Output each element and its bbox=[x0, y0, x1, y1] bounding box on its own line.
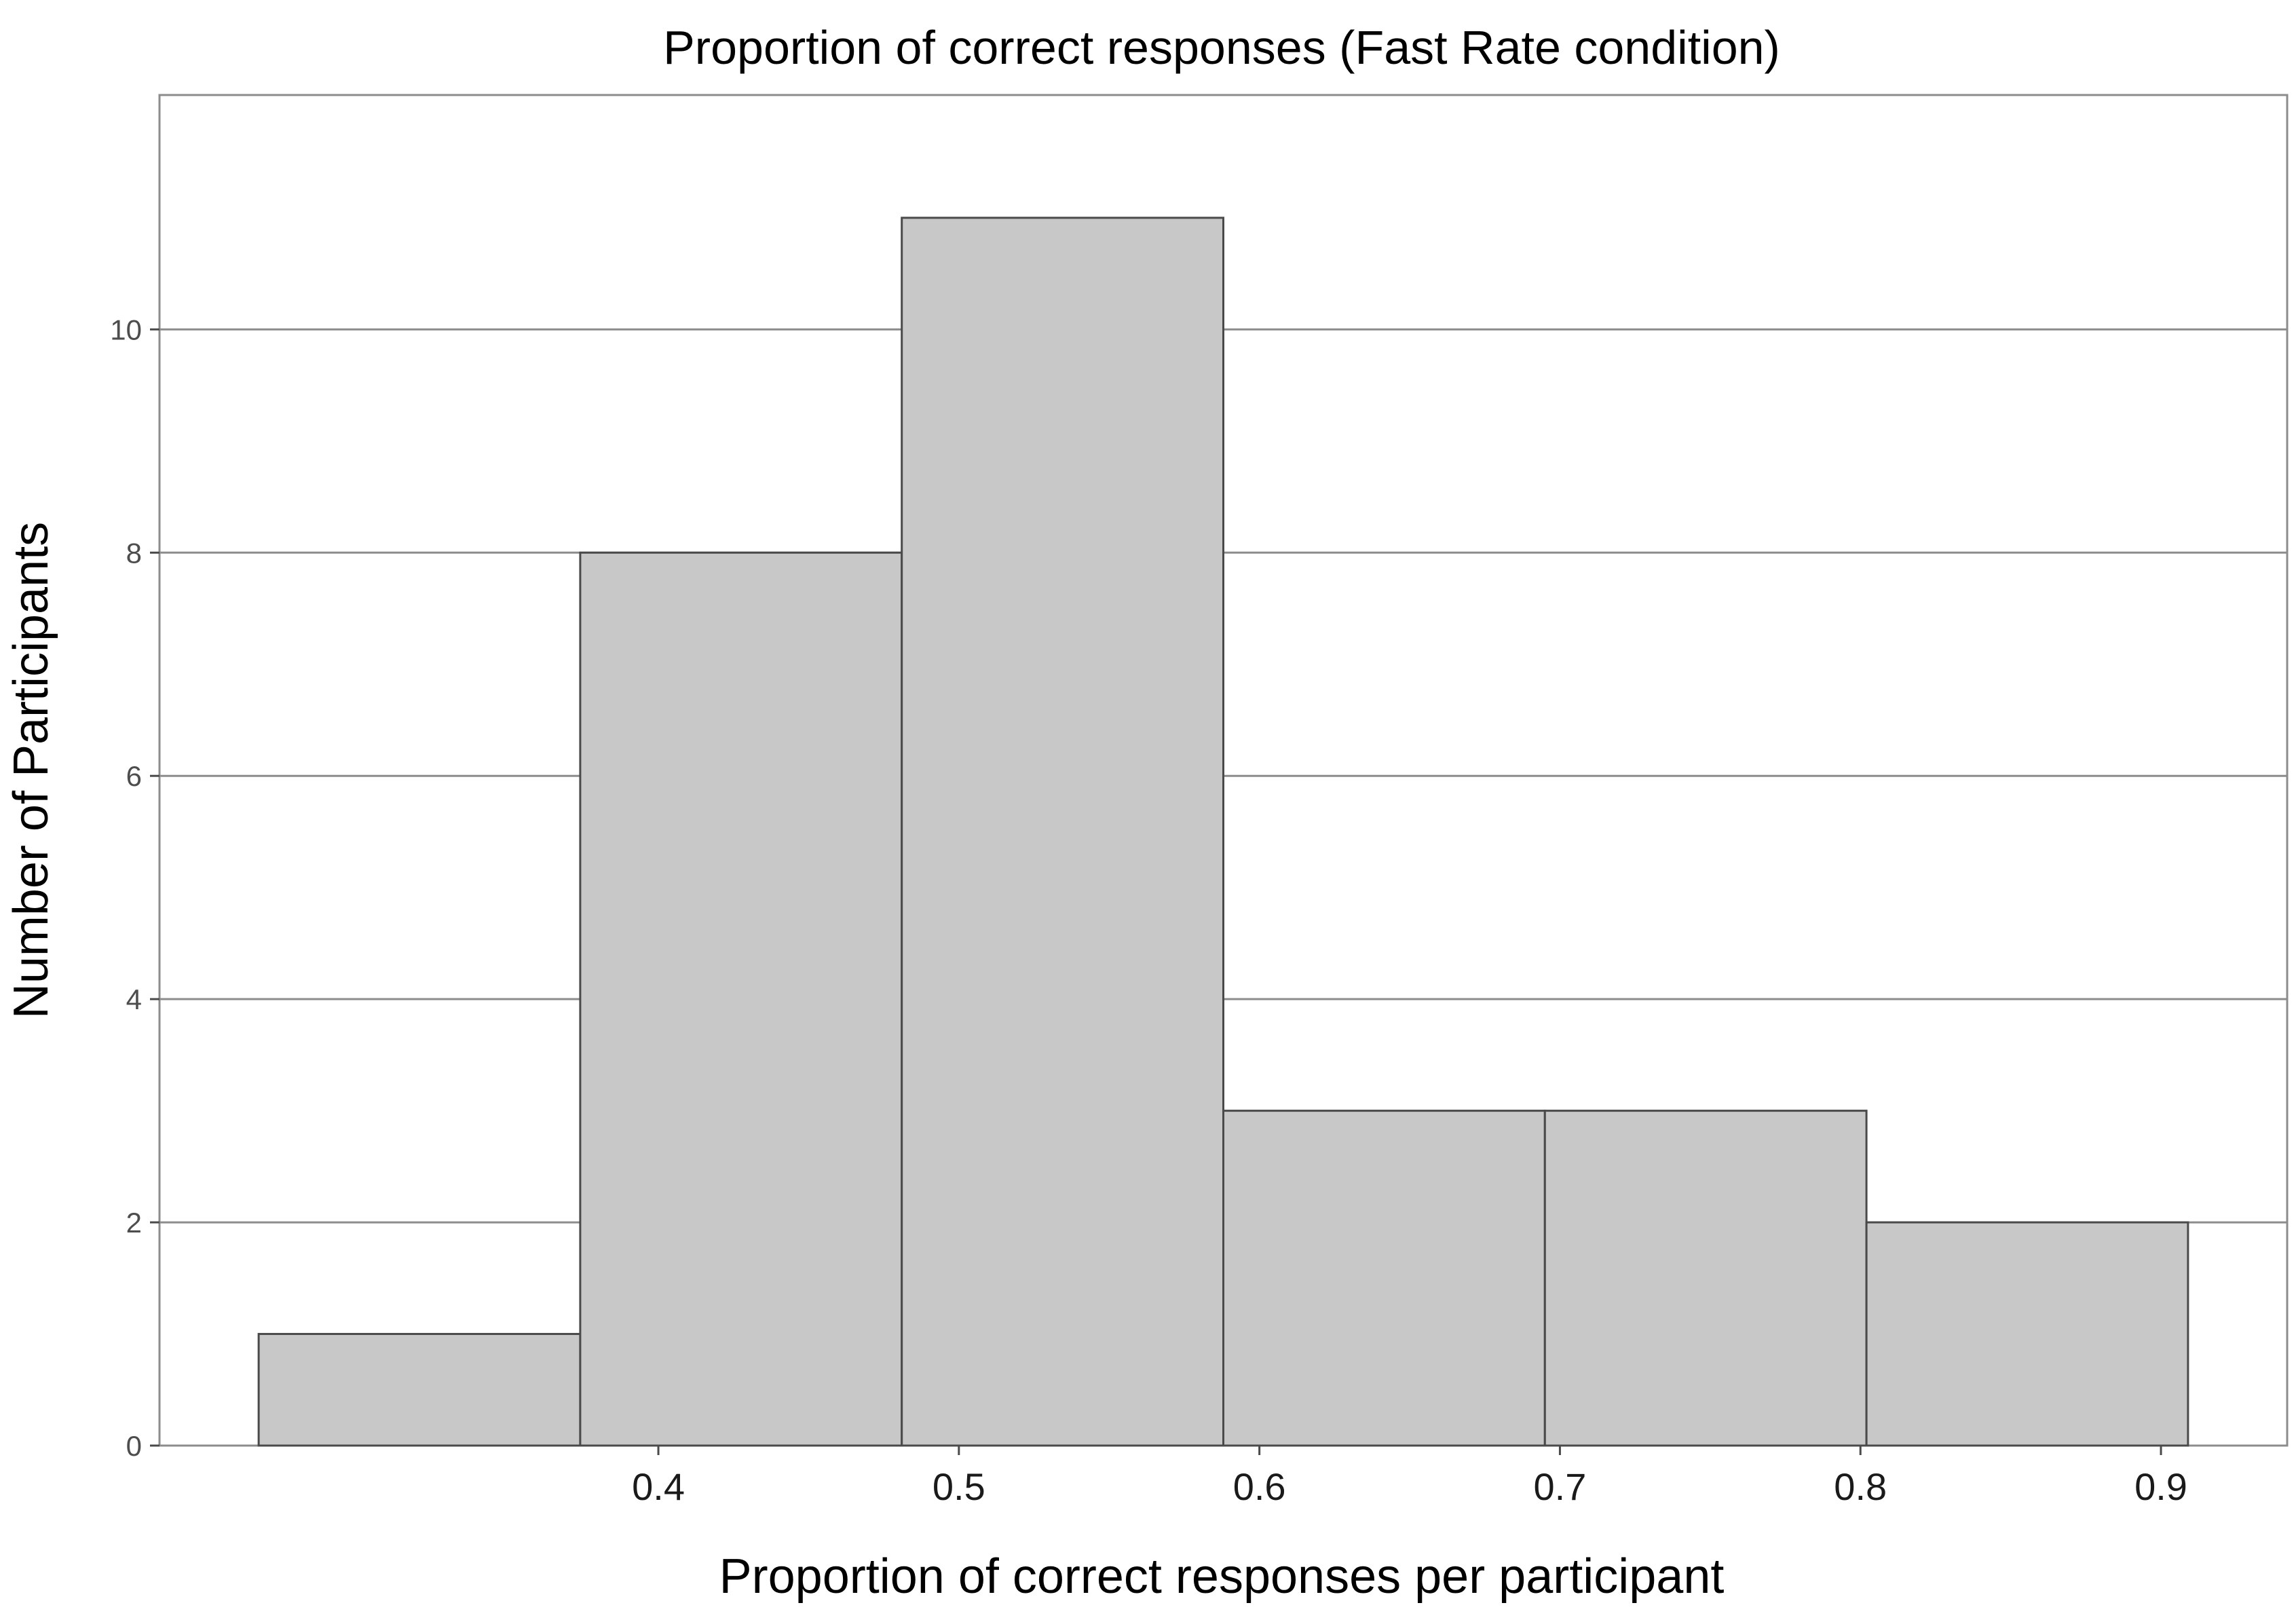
histogram-bar-6 bbox=[1865, 1221, 2189, 1447]
x-tick-label-0.7: 0.7 bbox=[1534, 1465, 1587, 1508]
y-tick-label-6: 6 bbox=[126, 760, 142, 792]
histogram-bar-3 bbox=[901, 216, 1224, 1447]
y-axis-ticks: 0 2 4 6 8 10 bbox=[110, 314, 159, 1462]
x-axis-label: Proportion of correct responses per part… bbox=[719, 1549, 1725, 1604]
bars bbox=[257, 216, 2189, 1447]
histogram-bar-1 bbox=[257, 1333, 582, 1447]
x-tick-label-0.5: 0.5 bbox=[933, 1465, 985, 1508]
x-axis-ticks: 0.4 0.5 0.6 0.7 0.8 0.9 bbox=[632, 1446, 2187, 1508]
histogram-bar-2 bbox=[579, 551, 903, 1447]
y-tick-label-10: 10 bbox=[110, 314, 142, 345]
x-tick-label-0.4: 0.4 bbox=[632, 1465, 685, 1508]
histogram-bar-5 bbox=[1543, 1110, 1868, 1447]
x-tick-label-0.6: 0.6 bbox=[1233, 1465, 1286, 1508]
y-tick-label-0: 0 bbox=[126, 1430, 142, 1462]
x-tick-label-0.9: 0.9 bbox=[2134, 1465, 2187, 1508]
y-axis-label: Number of Participants bbox=[4, 522, 58, 1019]
y-tick-label-2: 2 bbox=[126, 1207, 142, 1239]
x-tick-label-0.8: 0.8 bbox=[1834, 1465, 1887, 1508]
histogram-bar-4 bbox=[1222, 1110, 1546, 1447]
chart-title: Proportion of correct responses (Fast Ra… bbox=[663, 21, 1780, 74]
y-tick-label-4: 4 bbox=[126, 983, 142, 1015]
y-tick-label-8: 8 bbox=[126, 537, 142, 569]
